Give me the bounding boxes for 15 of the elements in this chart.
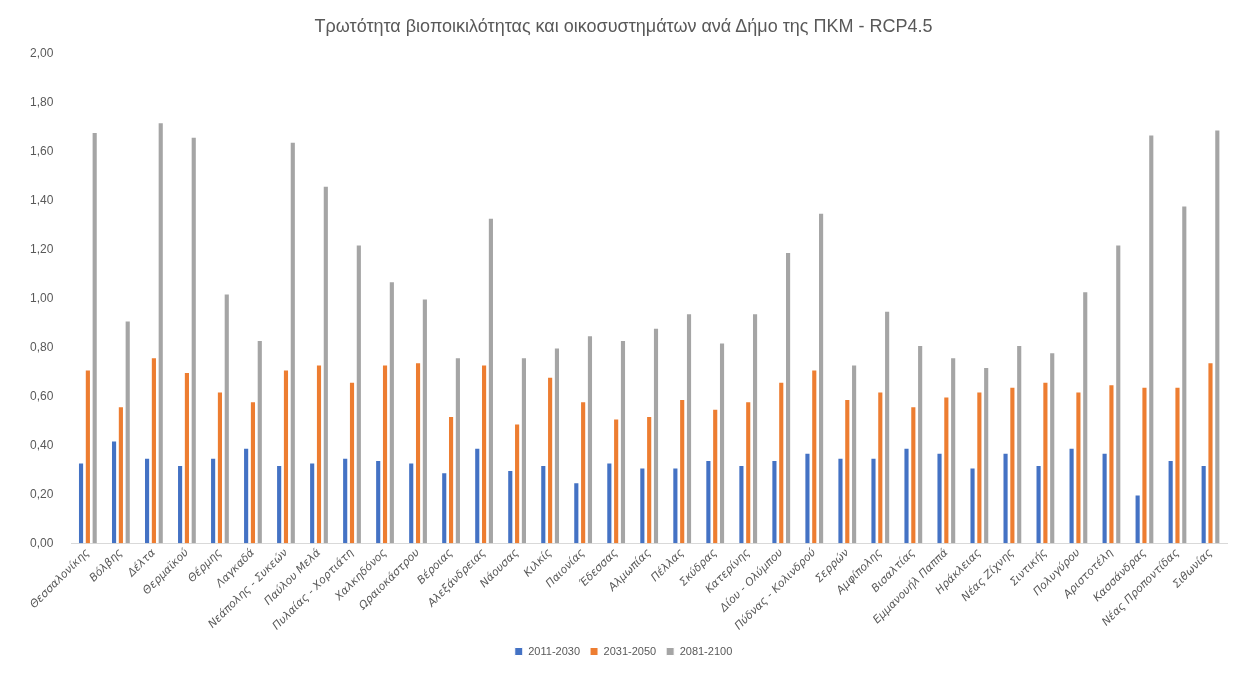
y-tick-label: 2,00 [30, 45, 54, 60]
y-tick-label: 1,60 [30, 143, 54, 158]
y-tick-label: 0,40 [30, 437, 54, 452]
legend-label: 2081-2100 [679, 644, 733, 657]
y-tick-label: 1,00 [30, 290, 54, 305]
y-tick-label: 1,20 [30, 241, 54, 256]
y-tick-label: 0,60 [30, 388, 54, 403]
y-tick-label: 0,00 [30, 535, 54, 550]
y-tick-label: 1,80 [30, 94, 54, 109]
legend-label: 2011-2030 [528, 644, 581, 657]
y-tick-label: 0,20 [30, 486, 54, 501]
y-tick-label: 1,40 [30, 192, 54, 207]
chart-title: Τρωτότητα βιοποικιλότητας και οικοσυστημάτων ανά Δήμο της ΠΚΜ - RCP4.5 [314, 15, 933, 36]
y-tick-label: 0,80 [30, 339, 54, 354]
legend-label: 2031-2050 [603, 644, 657, 657]
